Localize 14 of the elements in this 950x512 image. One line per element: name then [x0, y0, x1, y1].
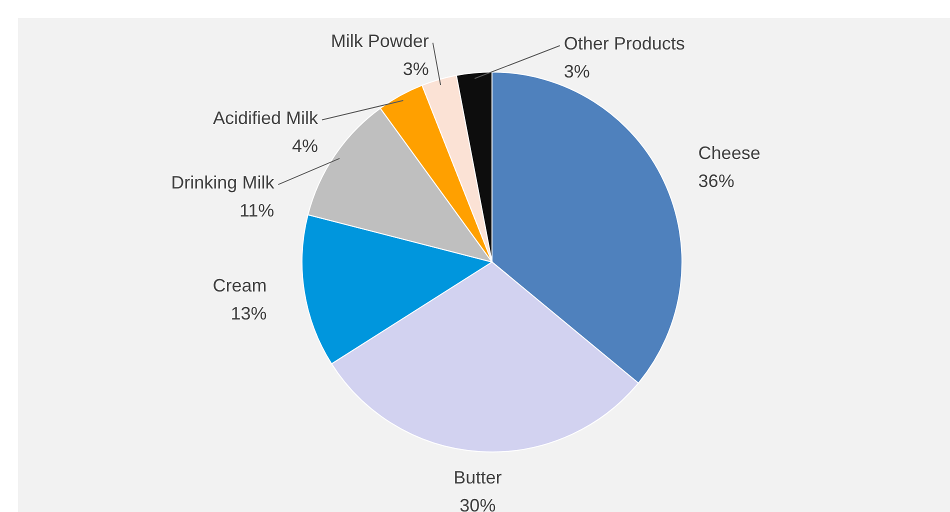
data-label: 3% [564, 62, 590, 82]
slice-label: Acidified Milk [212, 108, 319, 128]
slice-label: Cheese [698, 142, 760, 163]
slice-label: Drinking Milk [171, 172, 276, 193]
slice-label: Other Products [564, 34, 685, 54]
data-label: 36% [698, 170, 734, 191]
data-label: 30% [460, 496, 496, 512]
slice-label: Cream [212, 276, 267, 296]
slice-label: Milk Powder [330, 30, 429, 51]
data-label: 3% [402, 58, 429, 79]
data-label: 11% [239, 200, 274, 221]
slice-label: Butter [454, 468, 502, 488]
data-label: 13% [230, 304, 267, 324]
data-label: 4% [292, 136, 318, 156]
